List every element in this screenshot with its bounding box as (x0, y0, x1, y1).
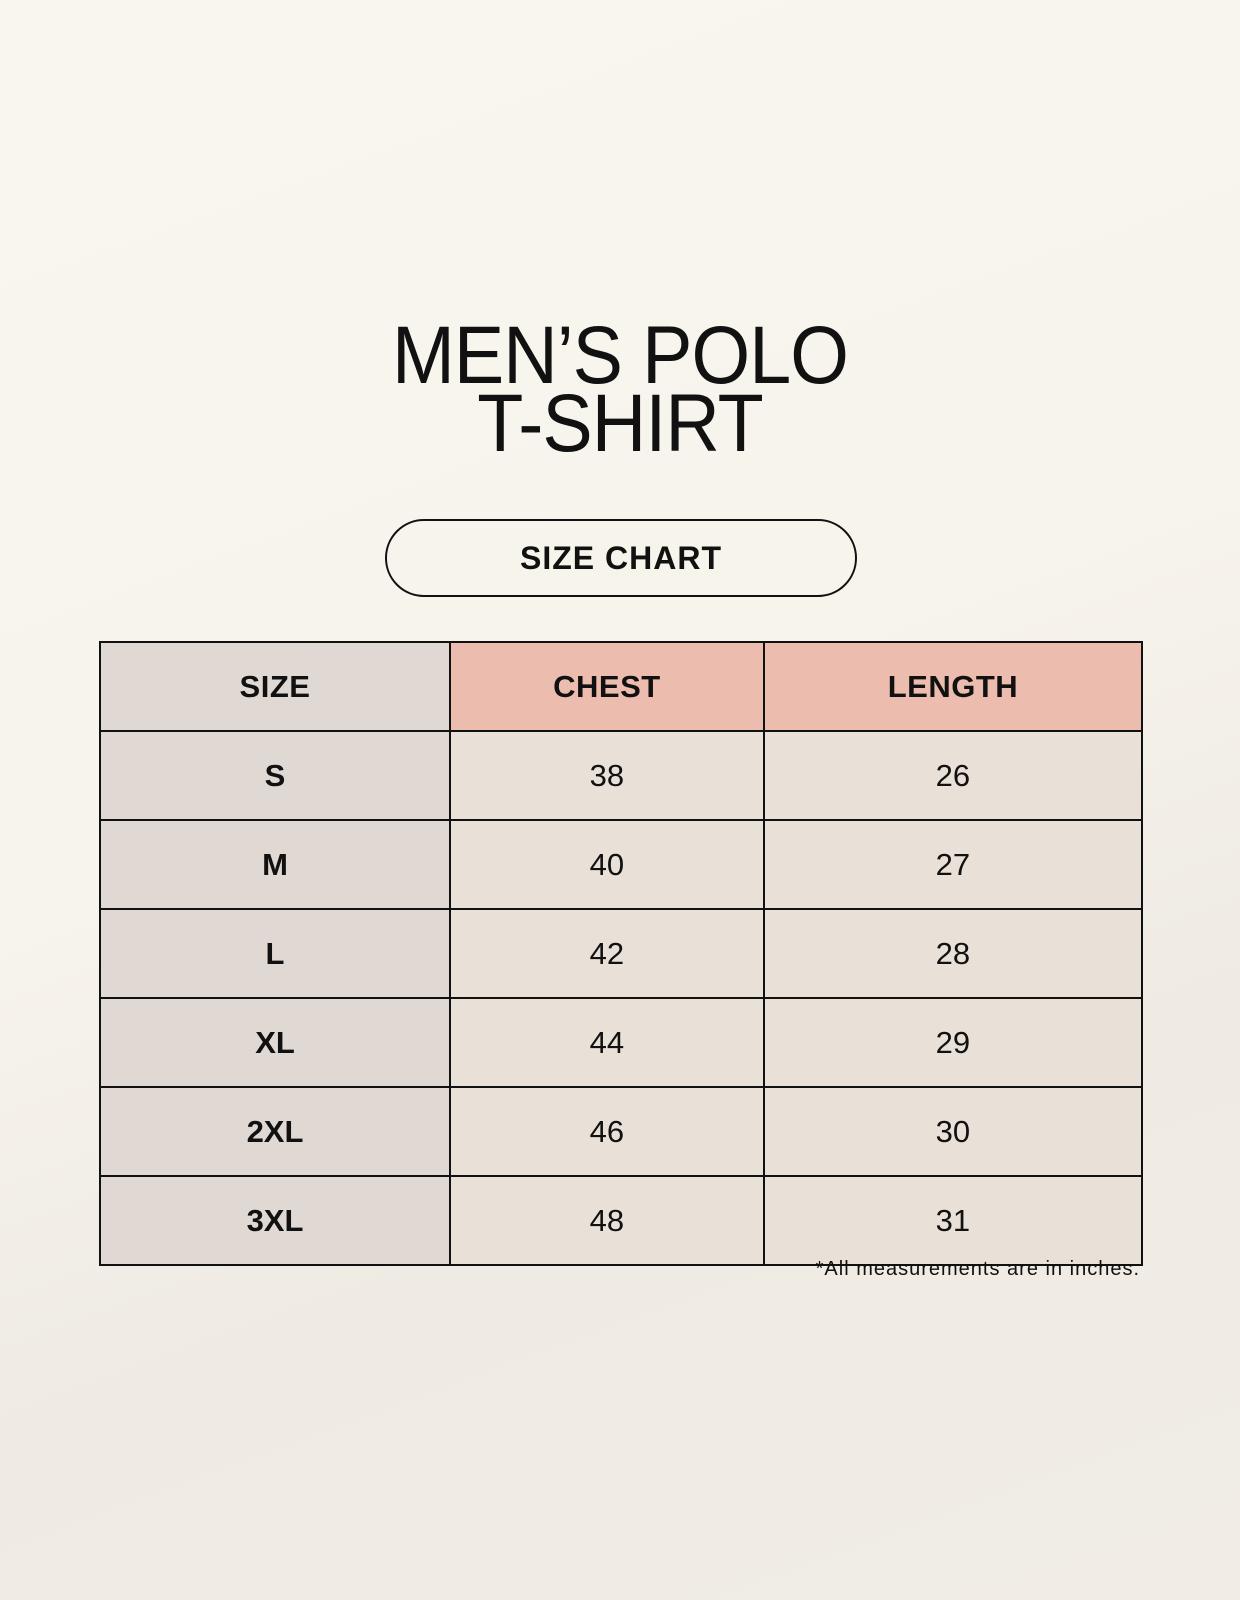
header-size: SIZE (99, 641, 451, 732)
header-chest: CHEST (449, 641, 765, 732)
cell-size: 3XL (99, 1175, 451, 1266)
table-row: M 40 27 (99, 819, 1144, 910)
title-line-1: MEN’S POLO (391, 310, 849, 401)
table-row: 2XL 46 30 (99, 1086, 1144, 1177)
cell-length: 26 (762, 730, 1144, 821)
table-row: L 42 28 (99, 908, 1144, 999)
cell-chest: 46 (449, 1086, 765, 1177)
cell-length: 29 (762, 997, 1144, 1088)
header-length: LENGTH (762, 641, 1144, 732)
title-line-2: T-SHIRT (477, 378, 763, 469)
cell-length: 28 (762, 908, 1144, 999)
footnote: *All measurements are in inches. (815, 1258, 1140, 1280)
table-row: 3XL 48 31 (99, 1175, 1144, 1266)
cell-length: 30 (762, 1086, 1144, 1177)
table-row: S 38 26 (99, 730, 1144, 821)
cell-length: 27 (762, 819, 1144, 910)
size-chart-badge: SIZE CHART (385, 519, 857, 597)
table-row: XL 44 29 (99, 997, 1144, 1088)
cell-chest: 38 (449, 730, 765, 821)
cell-size: L (99, 908, 451, 999)
cell-size: XL (99, 997, 451, 1088)
cell-size: 2XL (99, 1086, 451, 1177)
cell-chest: 40 (449, 819, 765, 910)
page-title: MEN’S POLO T-SHIRT (50, 310, 1191, 469)
cell-chest: 42 (449, 908, 765, 999)
cell-chest: 44 (449, 997, 765, 1088)
cell-size: M (99, 819, 451, 910)
size-table: SIZE CHEST LENGTH S 38 26 M 40 27 L 42 28 XL 44 29 2… (99, 641, 1144, 1266)
header-row: SIZE CHEST LENGTH (99, 641, 1144, 732)
cell-length: 31 (762, 1175, 1144, 1266)
cell-chest: 48 (449, 1175, 765, 1266)
cell-size: S (99, 730, 451, 821)
